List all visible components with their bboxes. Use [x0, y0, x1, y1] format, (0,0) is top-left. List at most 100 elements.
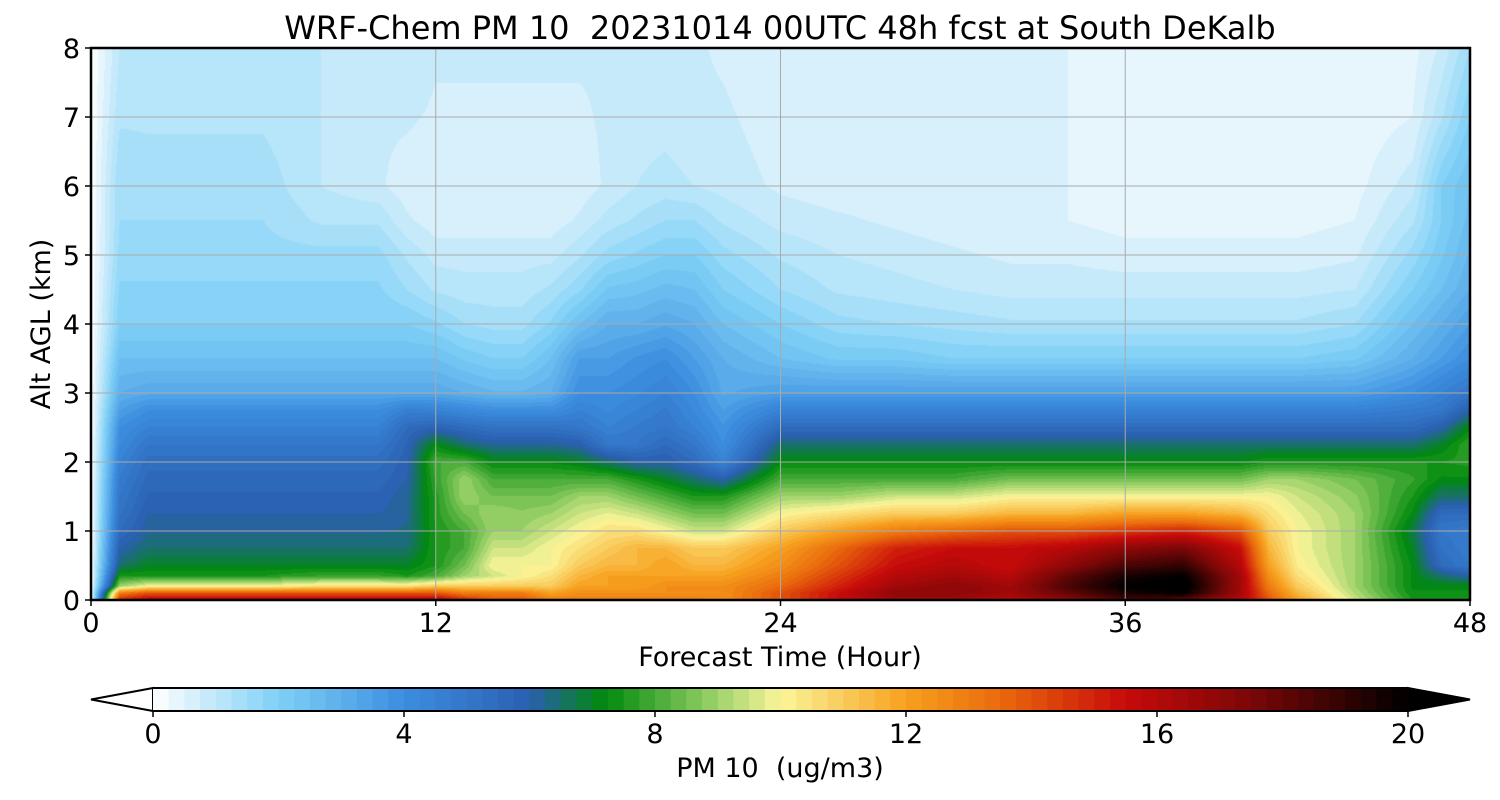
colorbar-band: [717, 688, 735, 711]
colorbar-tick-label: 8: [646, 719, 663, 750]
y-axis-label: Alt AGL (km): [26, 239, 57, 410]
colorbar-outline: [153, 687, 1408, 712]
colorbar-tick-label: 16: [1140, 719, 1174, 750]
y-tick-label: 7: [63, 103, 80, 134]
colorbar-band: [1219, 688, 1237, 711]
colorbar-band: [921, 688, 938, 711]
y-tick-label: 2: [63, 448, 80, 479]
y-tick-label: 0: [63, 586, 80, 617]
y-tick-label: 6: [63, 172, 80, 203]
colorbar-band: [607, 688, 625, 711]
colorbar-band: [906, 688, 923, 711]
colorbar-band: [1313, 688, 1331, 711]
colorbar-band: [858, 688, 876, 711]
colorbar-band: [482, 688, 499, 711]
colorbar-band: [1125, 688, 1142, 711]
colorbar-band: [513, 688, 531, 711]
x-axis: 0 12 24 36 48: [82, 600, 1487, 639]
colorbar-band: [498, 688, 515, 711]
colorbar-band: [1031, 688, 1048, 711]
colorbar-band: [153, 688, 170, 711]
x-tick-label: 48: [1453, 608, 1487, 639]
colorbar-band: [435, 688, 452, 711]
colorbar-band: [749, 688, 766, 711]
colorbar-band: [1360, 688, 1378, 711]
colorbar-band: [811, 688, 829, 711]
x-tick-label: 12: [419, 608, 453, 639]
colorbar-band: [1329, 688, 1346, 711]
colorbar-band: [1188, 688, 1205, 711]
colorbar-band: [278, 688, 295, 711]
colorbar-band: [404, 688, 421, 711]
colorbar-band: [780, 688, 797, 711]
chart-title: WRF-Chem PM 10 20231014 00UTC 48h fcst a…: [284, 9, 1275, 47]
colorbar-band: [592, 688, 609, 711]
colorbar-tick-label: 0: [144, 719, 161, 750]
colorbar-band: [1282, 688, 1299, 711]
y-tick-label: 4: [63, 310, 80, 341]
colorbar-band: [372, 688, 389, 711]
colorbar-band: [419, 688, 436, 711]
x-tick-label: 0: [82, 608, 99, 639]
colorbar: 0 4 8 12 16 20 PM 10 (ug/m3): [90, 686, 1471, 784]
colorbar-band: [937, 688, 954, 711]
colorbar-band: [968, 688, 986, 711]
colorbar-band: [200, 688, 217, 711]
y-tick-label: 3: [63, 379, 80, 410]
colorbar-band: [1298, 688, 1315, 711]
colorbar-band: [1204, 688, 1221, 711]
colorbar-band: [341, 688, 358, 711]
colorbar-band: [231, 688, 248, 711]
colorbar-band: [560, 688, 578, 711]
colorbar-band: [294, 688, 311, 711]
colorbar-band: [1109, 688, 1127, 711]
colorbar-band: [1251, 688, 1268, 711]
x-tick-label: 36: [1108, 608, 1142, 639]
y-tick-label: 5: [63, 241, 80, 272]
colorbar-band: [1047, 688, 1064, 711]
colorbar-band: [1141, 688, 1158, 711]
colorbar-band: [247, 688, 264, 711]
colorbar-band: [309, 688, 327, 711]
y-axis: 0 1 2 3 4 5 6 7 8: [63, 34, 91, 617]
x-tick-label: 24: [763, 608, 797, 639]
colorbar-band: [702, 688, 719, 711]
colorbar-band: [796, 688, 813, 711]
colorbar-band: [1000, 688, 1017, 711]
y-tick-label: 1: [63, 517, 80, 548]
colorbar-tick-label: 12: [889, 719, 923, 750]
colorbar-band: [1062, 688, 1080, 711]
colorbar-band: [1235, 688, 1252, 711]
colorbar-band: [1392, 688, 1409, 711]
colorbar-band: [843, 688, 860, 711]
colorbar-band: [1094, 688, 1111, 711]
colorbar-band: [733, 688, 750, 711]
colorbar-high-extension: [1407, 686, 1471, 713]
colorbar-band: [984, 688, 1001, 711]
colorbar-band: [655, 688, 672, 711]
colorbar-band: [686, 688, 703, 711]
colorbar-band: [874, 688, 891, 711]
colorbar-band: [890, 688, 907, 711]
colorbar-band: [576, 688, 593, 711]
colorbar-band: [215, 688, 233, 711]
colorbar-band: [545, 688, 562, 711]
colorbar-tick-label: 20: [1391, 719, 1425, 750]
colorbar-band: [325, 688, 342, 711]
colorbar-band: [451, 688, 468, 711]
colorbar-band: [827, 688, 844, 711]
colorbar-band: [1015, 688, 1033, 711]
colorbar-label: PM 10 (ug/m3): [676, 753, 884, 784]
colorbar-band: [1266, 688, 1284, 711]
colorbar-band: [1172, 688, 1189, 711]
colorbar-band: [529, 688, 546, 711]
colorbar-band: [1078, 688, 1095, 711]
colorbar-band: [184, 688, 201, 711]
colorbar-tick-label: 4: [395, 719, 412, 750]
colorbar-low-extension: [90, 686, 154, 713]
colorbar-ticks: 0 4 8 12 16 20: [144, 711, 1425, 750]
y-tick-label: 8: [63, 34, 80, 65]
colorbar-band: [670, 688, 687, 711]
colorbar-band: [1157, 688, 1174, 711]
